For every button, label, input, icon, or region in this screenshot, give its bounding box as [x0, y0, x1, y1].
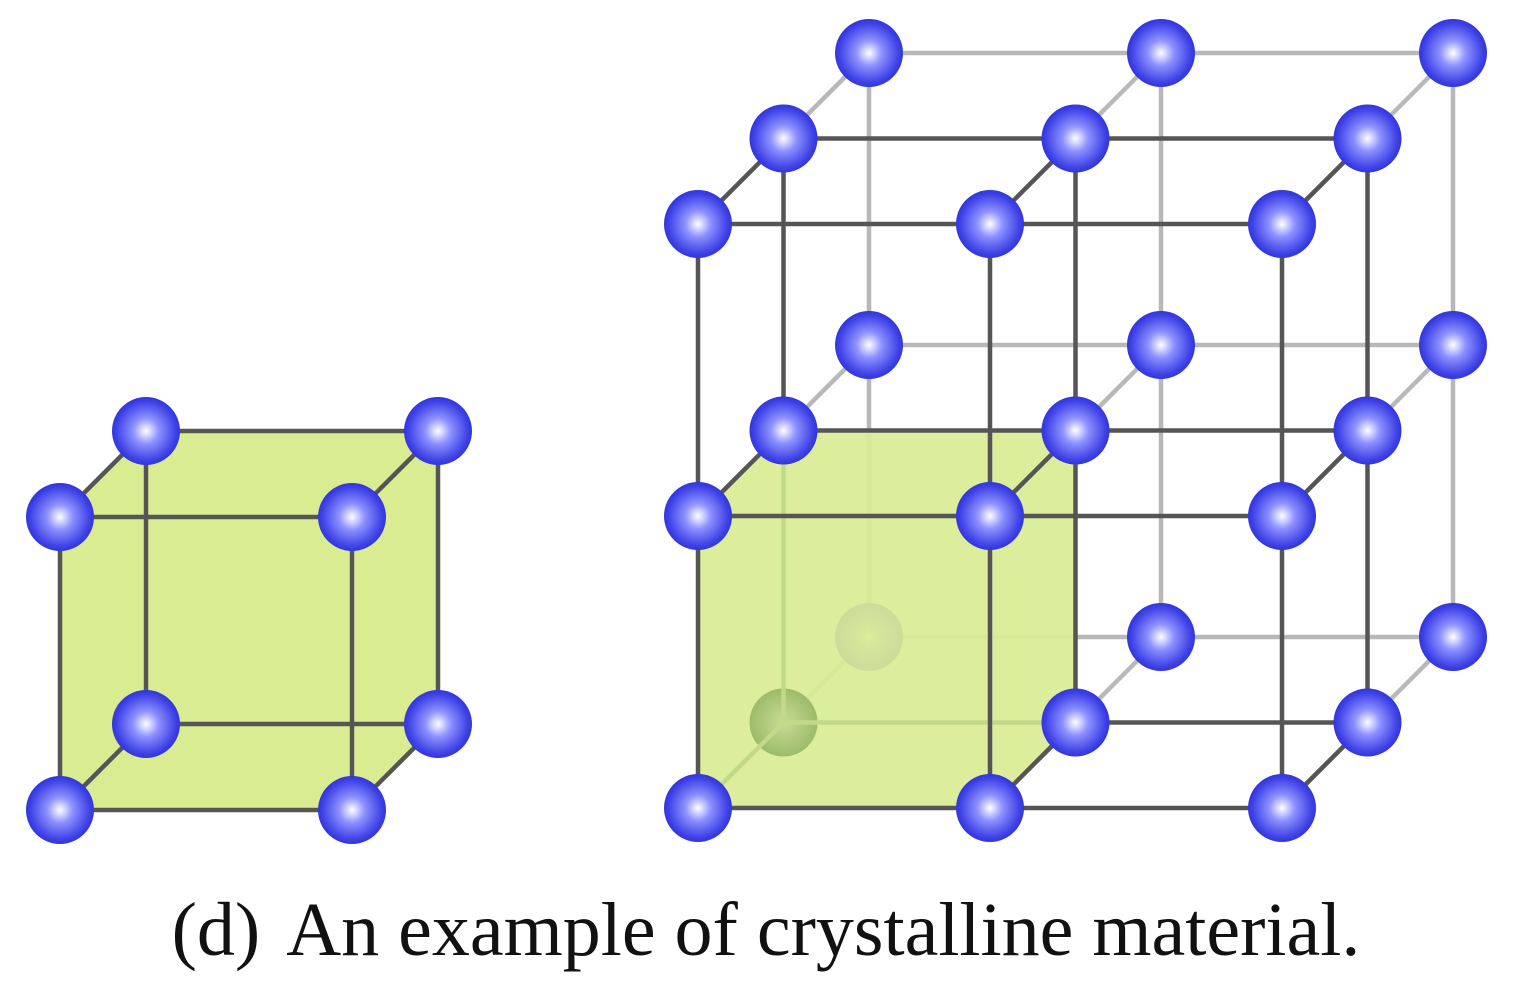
atom [1333, 396, 1402, 465]
atom [1248, 774, 1316, 842]
atom [404, 397, 472, 465]
atom [26, 776, 94, 844]
unit-cell-diagram [26, 397, 472, 844]
atom [318, 776, 386, 844]
atom [1248, 190, 1316, 258]
atom [664, 482, 732, 550]
atom [956, 190, 1024, 258]
atom [749, 104, 818, 173]
crystal-lattice-diagram [664, 19, 1487, 842]
atom [1248, 482, 1316, 550]
atom [1041, 688, 1110, 757]
atom [956, 482, 1024, 550]
atom [664, 190, 732, 258]
atom [956, 774, 1024, 842]
caption-text: An example of crystalline material. [286, 888, 1361, 972]
atom [1419, 311, 1487, 379]
atom [112, 690, 180, 758]
atom [835, 311, 903, 379]
figure-caption: (d) An example of crystalline material. [0, 885, 1532, 975]
atom [1419, 603, 1487, 671]
atom [1041, 104, 1110, 173]
atom [1127, 19, 1195, 87]
atom [1333, 688, 1402, 757]
caption-label: (d) [171, 888, 261, 972]
atom [26, 483, 94, 551]
lattice-front-layer [664, 190, 1316, 842]
atom [1333, 104, 1402, 173]
atom [1127, 311, 1195, 379]
atom [318, 483, 386, 551]
atom [1419, 19, 1487, 87]
atom [112, 397, 180, 465]
atom [1041, 396, 1110, 465]
atom [749, 396, 818, 465]
atom [835, 19, 903, 87]
atom [404, 690, 472, 758]
atom [664, 774, 732, 842]
atom [1127, 603, 1195, 671]
